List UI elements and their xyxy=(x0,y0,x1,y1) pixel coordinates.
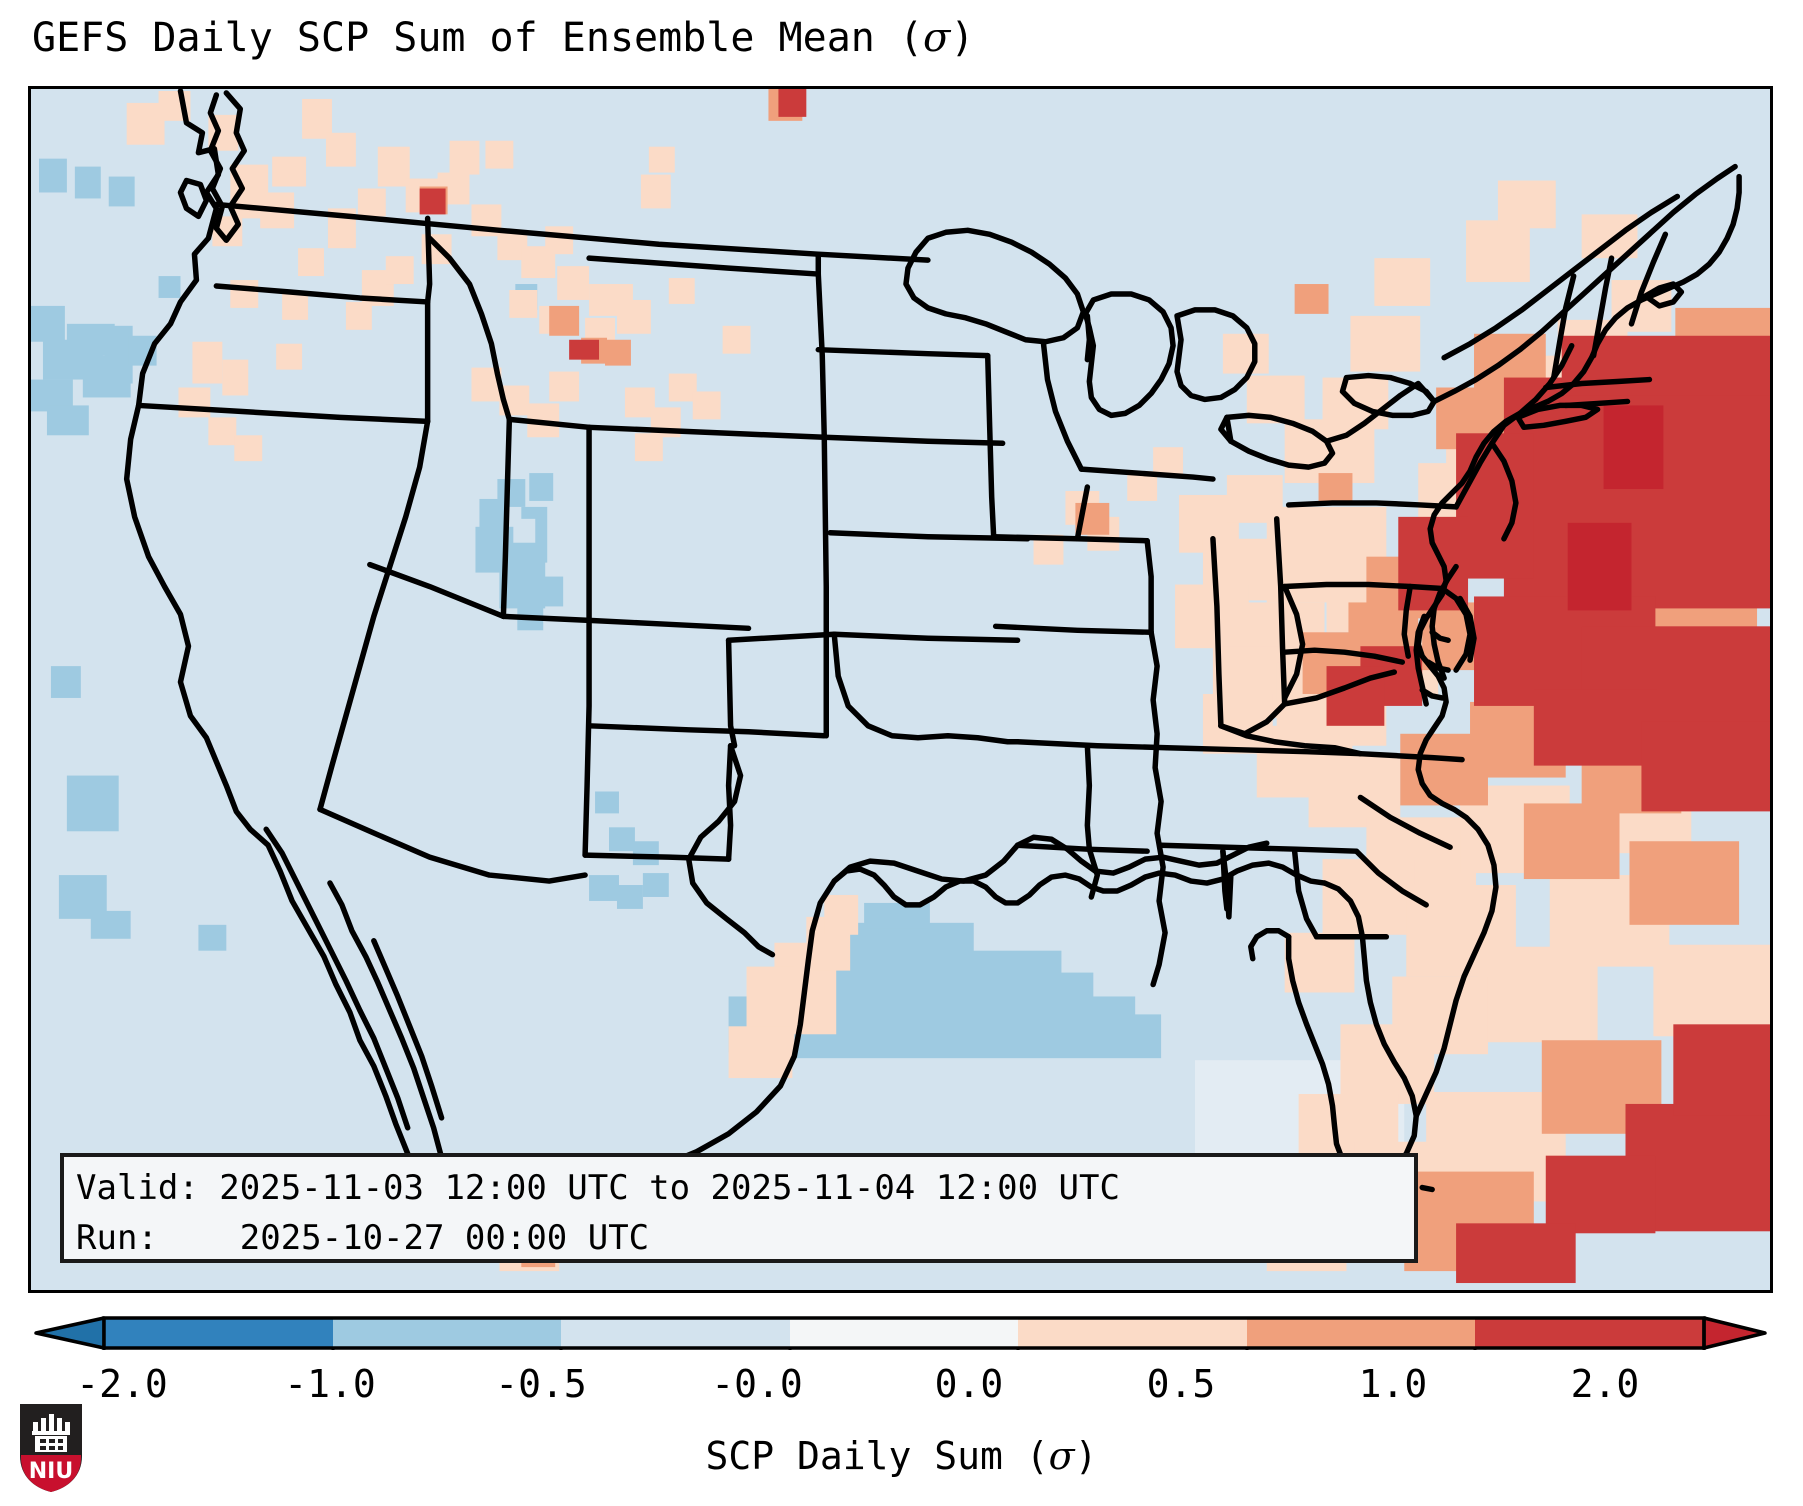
cbar-tick-4: 0.0 xyxy=(934,1362,1004,1406)
negative-anomaly-cells xyxy=(31,158,1162,1059)
colorbar[interactable] xyxy=(28,1316,1773,1350)
sigma-symbol: σ xyxy=(923,15,951,61)
cbar-tick-6: 1.0 xyxy=(1358,1362,1428,1406)
cbar-tick-0: -2.0 xyxy=(76,1362,168,1406)
valid-run-infobox: Valid: 2025-11-03 12:00 UTC to 2025-11-0… xyxy=(60,1153,1418,1263)
colorbar-label-text: SCP Daily Sum ( xyxy=(705,1434,1049,1478)
run-time-line: Run: 2025-10-27 00:00 UTC xyxy=(76,1218,650,1258)
cbar-tick-7: 2.0 xyxy=(1570,1362,1640,1406)
map-axes[interactable] xyxy=(28,86,1773,1293)
strong-positive-cells xyxy=(419,89,1770,1284)
map-linework xyxy=(123,89,1742,1239)
cbar-tick-1: -1.0 xyxy=(284,1362,376,1406)
page-title-suffix: ) xyxy=(950,15,975,61)
scp-anomaly-map xyxy=(31,89,1770,1290)
niu-banner-text: NIU xyxy=(29,1459,73,1484)
page-title-text: GEFS Daily SCP Sum of Ensemble Mean ( xyxy=(32,15,924,61)
cbar-tick-2: -0.5 xyxy=(495,1362,587,1406)
niu-shield-icon: NIU xyxy=(20,1404,82,1492)
colorbar-tick-labels: -2.0 -1.0 -0.5 -0.0 0.0 0.5 1.0 2.0 xyxy=(0,1365,1803,1413)
page-title: GEFS Daily SCP Sum of Ensemble Mean (σ) xyxy=(32,18,974,58)
colorbar-gradient xyxy=(34,1316,1767,1350)
colorbar-axis-label: SCP Daily Sum (σ) xyxy=(0,1434,1803,1478)
valid-time-line: Valid: 2025-11-03 12:00 UTC to 2025-11-0… xyxy=(76,1168,1120,1208)
colorbar-label-suffix: ) xyxy=(1074,1434,1098,1478)
cbar-tick-5: 0.5 xyxy=(1146,1362,1216,1406)
sigma-symbol-colorbar: σ xyxy=(1048,1434,1075,1478)
niu-logo: NIU xyxy=(18,1402,84,1494)
cbar-tick-3: -0.0 xyxy=(711,1362,803,1406)
